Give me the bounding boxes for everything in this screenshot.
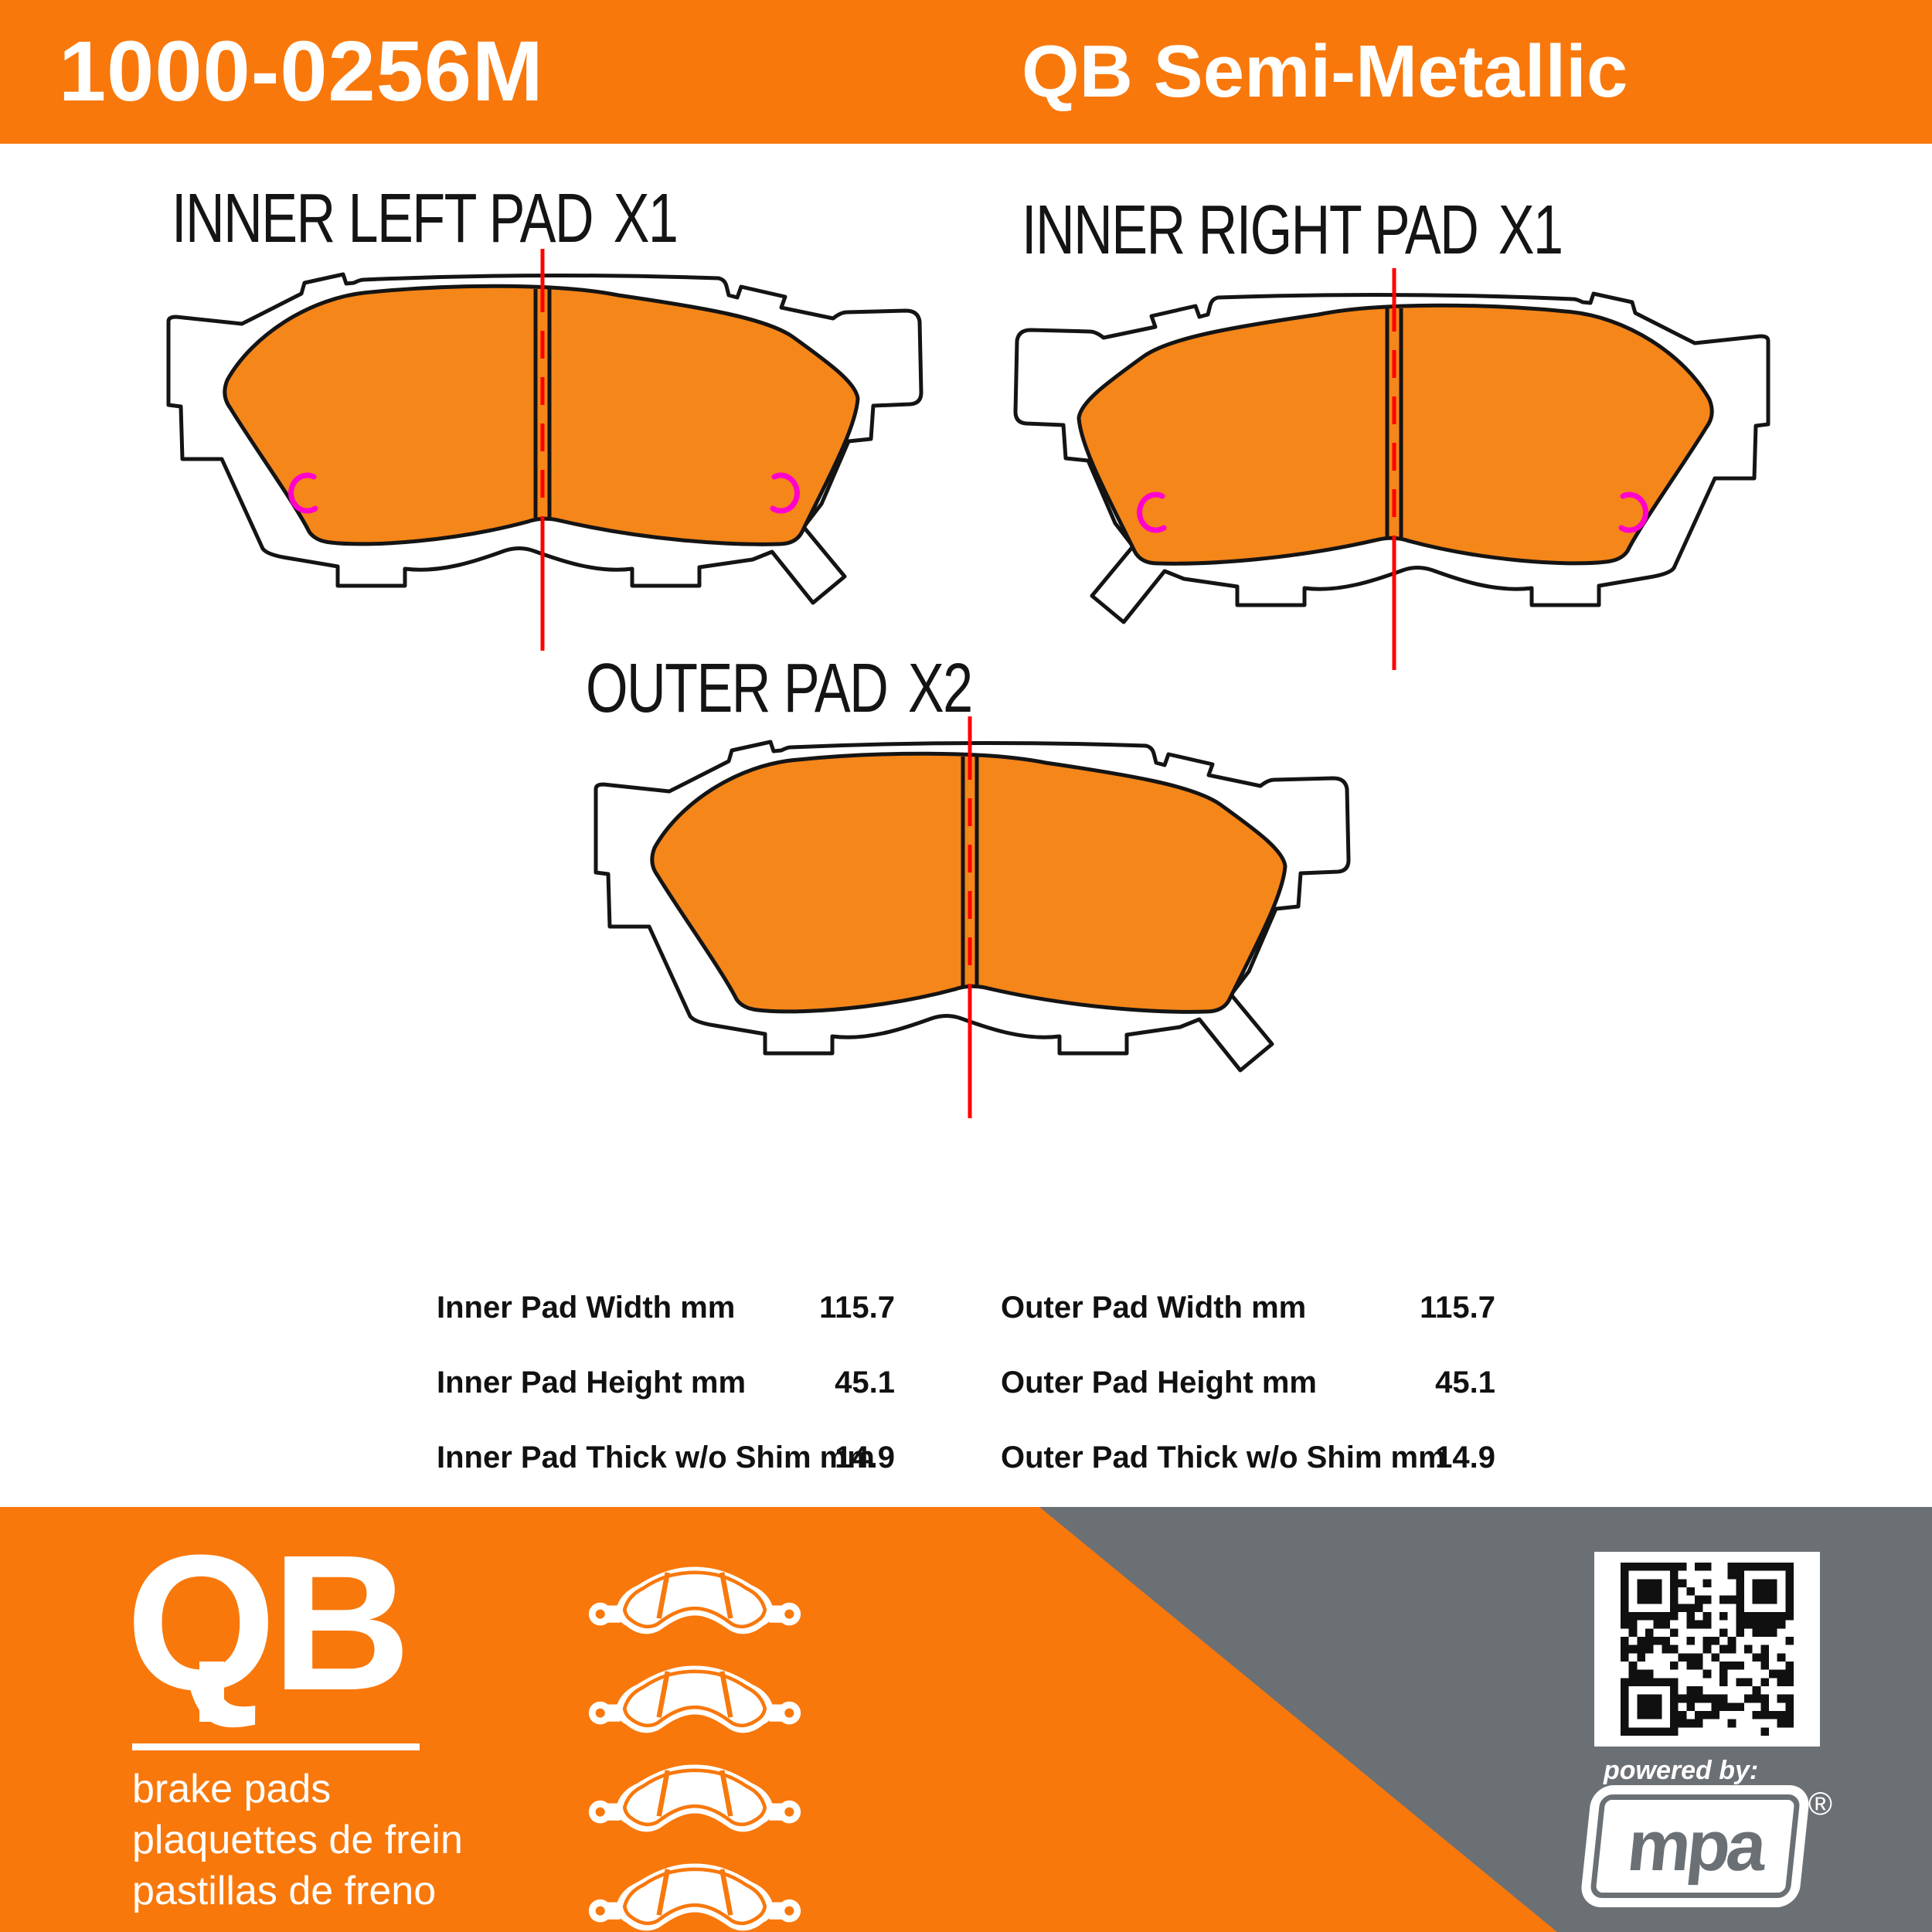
spec-value: 115.7 [1420, 1291, 1495, 1325]
taglines: brake pads plaquettes de frein pastillas… [132, 1764, 463, 1917]
abutment-mark-right [770, 472, 800, 514]
header-bar: 1000-0256M QB Semi-Metallic [0, 0, 1932, 144]
inner-right-pad-label: INNER RIGHT PAD X1 [1022, 191, 1563, 270]
outer-pad-label: OUTER PAD X2 [586, 649, 973, 729]
pad-label-text: OUTER PAD [586, 650, 889, 727]
pad-label-text: INNER LEFT PAD [172, 180, 594, 257]
qr-code [1621, 1563, 1794, 1736]
tagline-en: brake pads [132, 1767, 332, 1811]
part-number: 1000-0256M [59, 24, 544, 119]
spec-label: Inner Pad Width mm [437, 1291, 736, 1325]
inner-right-pad-diagram [971, 268, 1821, 670]
mpa-logo-frame: mpa [1589, 1794, 1801, 1898]
brake-pad-icon [587, 1850, 802, 1932]
tagline-fr: plaquettes de frein [132, 1818, 463, 1862]
registered-trademark-icon: ® [1808, 1785, 1832, 1821]
brake-pad-icon [587, 1652, 802, 1747]
abutment-mark-right [1137, 492, 1167, 533]
pad-label-text: INNER RIGHT PAD [1022, 192, 1479, 269]
mpa-logo-text: mpa [1624, 1807, 1767, 1886]
qb-logo-tail [199, 1662, 224, 1722]
abutment-mark-left [1618, 492, 1648, 533]
brake-pad-icon [587, 1751, 802, 1845]
spec-value: 115.7 [819, 1291, 895, 1325]
spec-value: 45.1 [1435, 1366, 1495, 1400]
brake-pad-icon [587, 1553, 802, 1648]
spec-value: 45.1 [835, 1366, 895, 1400]
tagline-es: pastillas de freno [132, 1869, 437, 1913]
spec-label: Inner Pad Height mm [437, 1366, 747, 1400]
pad-qty: X1 [1498, 192, 1563, 269]
spec-label: Outer Pad Width mm [1001, 1291, 1307, 1325]
qb-logo-rule [132, 1743, 420, 1750]
pad-qty: X2 [907, 650, 973, 727]
pad-qty: X1 [613, 180, 679, 257]
abutment-mark-left [288, 472, 318, 514]
outer-pad-diagram [543, 716, 1393, 1118]
qb-logo: QB [126, 1515, 411, 1730]
product-line: QB Semi-Metallic [1022, 30, 1628, 113]
powered-by-text: powered by: [1604, 1756, 1759, 1785]
qr-code-panel [1594, 1552, 1820, 1747]
inner-left-pad-diagram [116, 249, 966, 651]
spec-value: 14.9 [835, 1440, 895, 1475]
inner-left-pad-label: INNER LEFT PAD X1 [172, 179, 679, 259]
spec-label: Outer Pad Height mm [1001, 1366, 1317, 1400]
spec-label: Outer Pad Thick w/o Shim mm [1001, 1440, 1446, 1475]
spec-value: 14.9 [1435, 1440, 1495, 1475]
mpa-logo: mpa [1579, 1785, 1811, 1907]
spec-label: Inner Pad Thick w/o Shim mm [437, 1440, 875, 1475]
